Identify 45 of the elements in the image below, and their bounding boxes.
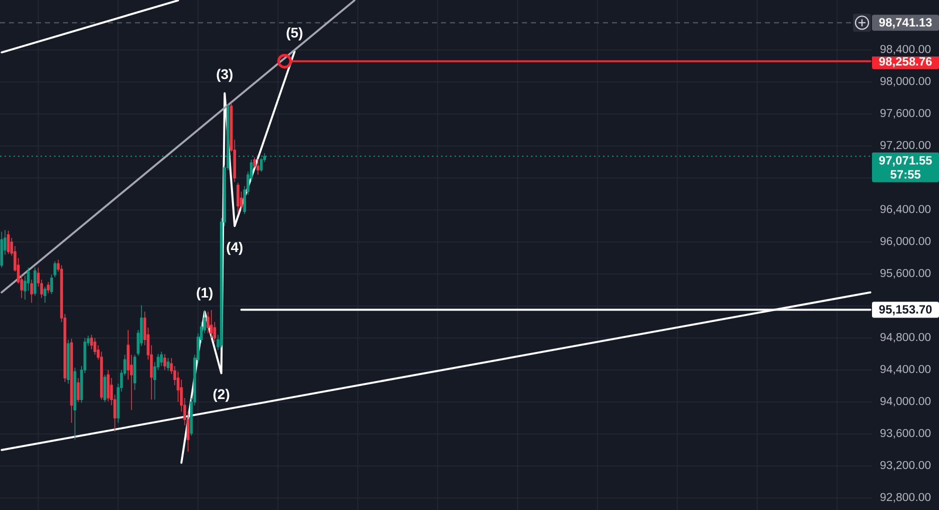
candlestick [256,158,260,176]
candlestick [50,274,53,294]
y-tick-label: 92,800.00 [880,492,932,504]
candlestick [103,374,106,402]
data-label: 98,258.76 [878,54,933,68]
y-tick-label: 93,200.00 [880,460,932,472]
annotation: (4) [226,239,244,255]
ref-line-label: 98,741.13 [878,16,933,30]
candlestick [106,370,110,402]
candlestick [66,339,70,384]
y-tick-label: 97,200.00 [880,140,932,152]
annotation: (1) [196,284,214,301]
annotation: (3) [216,66,234,82]
candlestick [0,231,4,268]
candlestick [210,310,213,338]
candlestick [133,354,136,390]
candlestick [93,338,96,356]
candlestick [76,378,80,402]
y-tick-label: 94,000.00 [880,396,932,408]
y-tick-label: 97,600.00 [880,108,932,120]
candlestick [236,182,240,214]
y-tick-label: 94,400.00 [880,364,932,376]
candlestick [160,351,163,366]
y-tick-label: 96,000.00 [880,236,932,248]
candlestick [34,267,36,296]
y-tick-label: 98,400.00 [880,44,932,56]
candlestick [206,311,210,334]
candlestick [30,279,34,304]
candlestick [163,354,166,370]
candlestick [73,367,76,440]
candlestick [6,230,10,254]
annotation: (5) [286,24,304,41]
candlestick [54,260,56,278]
y-tick-label: 95,600.00 [880,268,932,280]
y-tick-label: 98,000.00 [880,76,932,88]
data-label: 95,153.70 [878,302,933,317]
candlestick [44,286,46,304]
ref-line-label: 97,071.55 57:55 [878,153,933,182]
y-tick-label: 94,800.00 [880,332,932,344]
candlestick [166,358,170,372]
candlestick [70,338,73,424]
y-tick-label: 93,600.00 [880,428,932,440]
candlestick [46,282,50,294]
annotation: (2) [212,386,230,402]
y-tick-label: 96,400.00 [880,204,932,216]
